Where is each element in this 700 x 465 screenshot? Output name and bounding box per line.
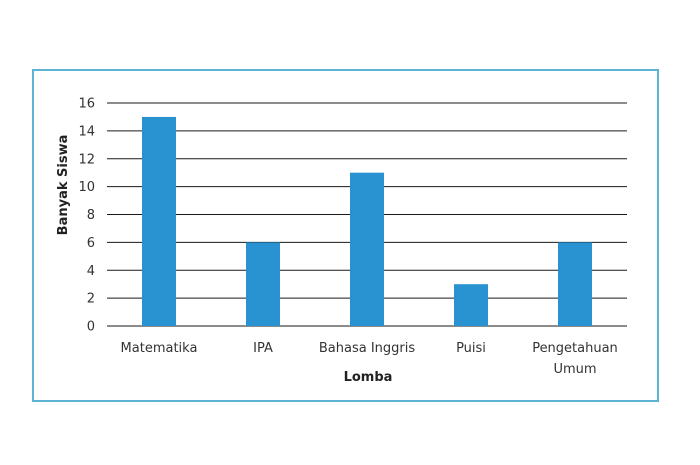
x-tick-label: Matematika bbox=[121, 341, 198, 356]
x-tick-label: Pengetahuan Umum bbox=[532, 341, 618, 377]
y-tick-label: 6 bbox=[87, 236, 95, 251]
bar bbox=[142, 116, 176, 326]
y-tick-label: 16 bbox=[78, 97, 95, 112]
y-tick-label: 12 bbox=[78, 152, 95, 167]
x-tick-label: Puisi bbox=[456, 341, 486, 356]
y-tick-label: 14 bbox=[78, 124, 95, 139]
x-tick-label: IPA bbox=[253, 341, 273, 356]
x-tick-labels: Matematika IPA Bahasa Inggris Puisi Pengetah… bbox=[121, 341, 618, 377]
y-tick-label: 2 bbox=[87, 292, 95, 307]
y-tick-label: 8 bbox=[87, 208, 95, 223]
x-axis-title: Lomba bbox=[344, 370, 393, 385]
y-axis-title: Banyak Siswa bbox=[56, 135, 71, 236]
y-tick-label: 4 bbox=[87, 264, 95, 279]
chart-frame bbox=[32, 69, 659, 402]
y-tick-label: 10 bbox=[78, 180, 95, 195]
bar bbox=[454, 284, 488, 326]
x-tick-label: Bahasa Inggris bbox=[319, 341, 415, 356]
bar bbox=[350, 172, 384, 326]
bar bbox=[246, 242, 280, 326]
y-tick-labels: 0 2 4 6 8 10 12 14 16 bbox=[78, 97, 95, 335]
y-tick-label: 0 bbox=[87, 320, 95, 335]
bars bbox=[142, 116, 592, 326]
bar bbox=[558, 242, 592, 326]
